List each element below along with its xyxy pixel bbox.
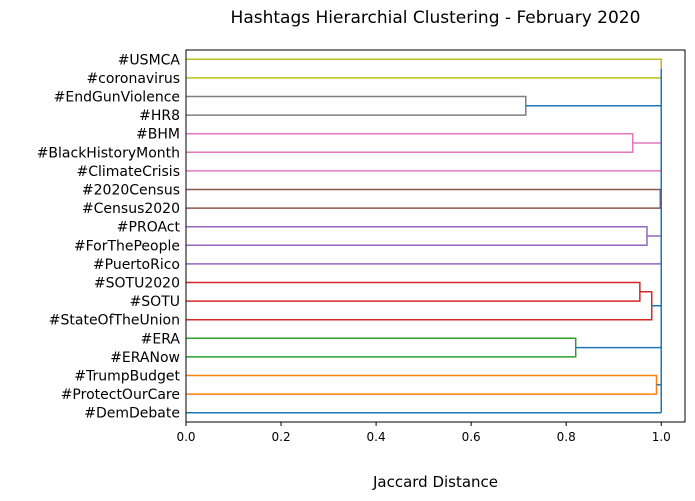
cluster-link <box>186 58 662 79</box>
leaf-label: #BlackHistoryMonth <box>37 145 180 161</box>
leaf-labels: #USMCA #coronavirus #EndGunViolence #HR8 #BH… <box>37 52 181 421</box>
leaf-label: #ClimateCrisis <box>76 164 180 180</box>
leaf-label: #EndGunViolence <box>54 90 180 106</box>
leaf-label: #SOTU <box>130 294 180 310</box>
x-tick-label: 0.2 <box>272 430 291 444</box>
leaf-label: #BHM <box>136 127 180 143</box>
cluster-link <box>186 225 648 247</box>
cluster-link <box>186 281 641 302</box>
x-tick-label: 0.6 <box>462 430 481 444</box>
cluster-link <box>186 142 662 172</box>
leaf-label: #ProtectOurCare <box>61 387 180 403</box>
cluster-link <box>186 95 527 116</box>
leaf-label: #ForThePeople <box>74 238 180 254</box>
cluster-link <box>186 291 653 321</box>
x-axis-label: Jaccard Distance <box>372 473 498 491</box>
leaf-label: #coronavirus <box>86 71 180 87</box>
cluster-link <box>186 188 662 209</box>
leaf-label: #USMCA <box>118 52 181 68</box>
leaf-label: #ERANow <box>110 350 180 366</box>
leaf-label: #Census2020 <box>82 201 180 217</box>
leaf-label: #ERA <box>141 331 181 347</box>
x-tick-label: 0.8 <box>557 430 576 444</box>
leaf-label: #PROAct <box>117 220 181 236</box>
cluster-link <box>186 374 658 395</box>
leaf-label: #2020Census <box>82 183 180 199</box>
chart-title: Hashtags Hierarchial Clustering - Februa… <box>231 8 641 28</box>
leaf-label: #TrumpBudget <box>74 369 180 385</box>
x-tick-label: 1.0 <box>652 430 671 444</box>
cluster-link <box>186 132 634 154</box>
leaf-label: #StateOfTheUnion <box>49 313 180 329</box>
x-tick-label: 0.4 <box>367 430 386 444</box>
x-axis-ticks: 0.0 0.2 0.4 0.6 0.8 1.0 <box>176 422 671 444</box>
leaf-label: #DemDebate <box>84 406 180 422</box>
plot-frame <box>185 49 686 423</box>
cluster-link <box>186 337 577 358</box>
leaf-label: #HR8 <box>139 108 180 124</box>
leaf-label: #PuertoRico <box>93 257 180 273</box>
dendrogram-links <box>186 58 662 414</box>
x-tick-label: 0.0 <box>176 430 195 444</box>
cluster-link <box>186 235 662 265</box>
leaf-label: #SOTU2020 <box>94 276 180 292</box>
